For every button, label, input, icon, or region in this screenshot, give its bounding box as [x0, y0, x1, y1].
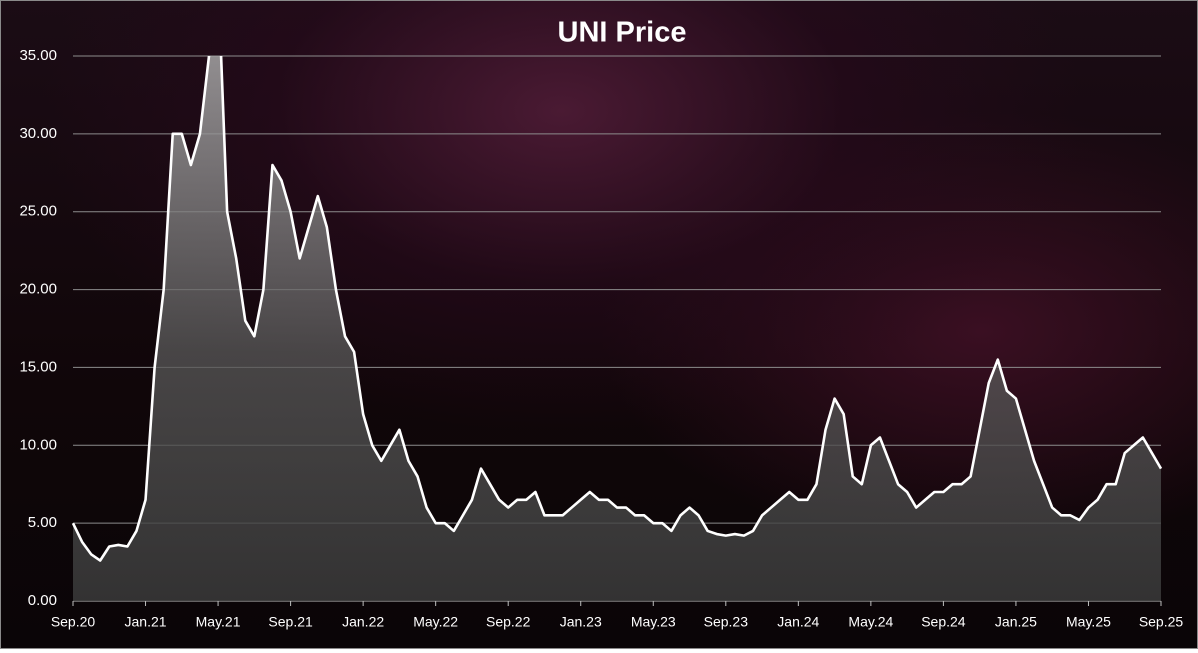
- x-tick-label: Sep.21: [268, 614, 313, 630]
- y-tick-label: 0.00: [28, 592, 57, 609]
- x-tick-label: May.21: [196, 614, 241, 630]
- y-tick-label: 10.00: [19, 436, 57, 453]
- x-tick-label: Jan.23: [560, 614, 602, 630]
- y-tick-label: 25.00: [19, 203, 57, 220]
- plot-area: [71, 56, 1163, 601]
- x-tick-label: May.22: [413, 614, 458, 630]
- x-tick-label: Jan.24: [777, 614, 819, 630]
- x-tick-label: Jan.22: [342, 614, 384, 630]
- x-tick-label: Sep.23: [704, 614, 749, 630]
- y-tick-label: 5.00: [28, 514, 57, 531]
- x-tick-label: Sep.25: [1139, 614, 1184, 630]
- y-tick-label: 35.00: [19, 47, 57, 64]
- x-tick-label: May.25: [1066, 614, 1111, 630]
- y-tick-label: 15.00: [19, 358, 57, 375]
- y-tick-label: 20.00: [19, 281, 57, 298]
- price-line: [71, 56, 1163, 562]
- x-tick-label: May.23: [631, 614, 676, 630]
- x-tick-label: Sep.24: [921, 614, 966, 630]
- y-tick-label: 30.00: [19, 125, 57, 142]
- x-tick-label: Jan.21: [125, 614, 167, 630]
- price-area: [73, 56, 1161, 601]
- x-tick-label: Sep.22: [486, 614, 531, 630]
- x-tick-label: Jan.25: [995, 614, 1037, 630]
- x-tick-label: May.24: [848, 614, 893, 630]
- chart-title: UNI Price: [558, 17, 687, 49]
- x-tick-label: Sep.20: [51, 614, 96, 630]
